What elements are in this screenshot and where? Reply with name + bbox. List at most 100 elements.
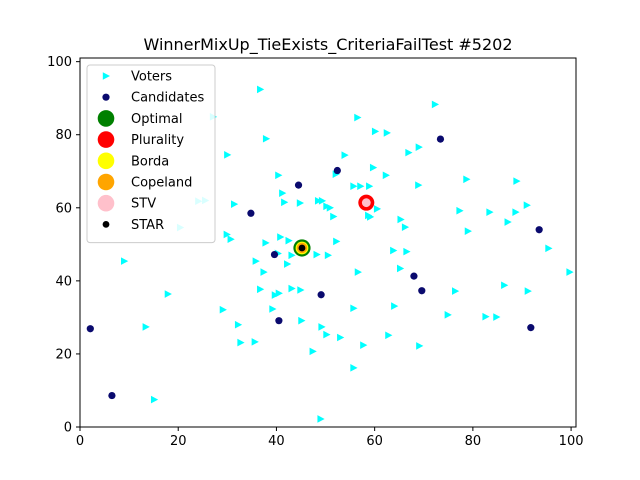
voter-point bbox=[366, 182, 374, 191]
voter-point bbox=[456, 206, 464, 215]
x-tick-label: 60 bbox=[366, 434, 383, 449]
voter-point bbox=[391, 302, 399, 310]
voter-point bbox=[313, 250, 321, 259]
voter-point bbox=[360, 341, 368, 349]
voter-point bbox=[330, 212, 338, 221]
voter-point bbox=[257, 285, 265, 294]
voter-point bbox=[545, 244, 553, 253]
voter-point bbox=[401, 223, 410, 231]
voter-point bbox=[277, 233, 285, 241]
voter-point bbox=[403, 247, 411, 256]
voter-point bbox=[369, 163, 378, 172]
voter-point bbox=[482, 312, 490, 321]
voter-point bbox=[354, 113, 362, 122]
candidate-point bbox=[410, 272, 418, 280]
legend-marker-candidates bbox=[102, 93, 110, 101]
voter-point bbox=[333, 237, 341, 246]
voter-point bbox=[383, 129, 391, 137]
legend-label: STAR bbox=[131, 218, 164, 233]
candidate-point bbox=[527, 324, 535, 332]
voter-point bbox=[314, 197, 323, 205]
voter-point bbox=[405, 148, 413, 157]
legend-marker-voters bbox=[102, 72, 110, 80]
voter-point bbox=[486, 208, 494, 216]
legend-label: Voters bbox=[131, 70, 172, 85]
voter-point bbox=[566, 268, 574, 276]
voter-point bbox=[337, 333, 345, 342]
legend-label: Copeland bbox=[131, 176, 192, 191]
legend-marker-borda bbox=[97, 152, 115, 170]
voter-point bbox=[512, 208, 520, 216]
voter-point bbox=[385, 331, 393, 340]
winner-marker-stv bbox=[361, 198, 371, 208]
voter-point bbox=[150, 395, 159, 404]
voter-point bbox=[367, 213, 375, 221]
y-tick-label: 80 bbox=[55, 128, 72, 143]
candidate-point bbox=[270, 250, 279, 259]
axes-frame bbox=[79, 57, 577, 428]
winner-marker-star bbox=[298, 244, 306, 252]
voter-point bbox=[464, 227, 472, 235]
candidate-point bbox=[535, 226, 543, 234]
chart-title: WinnerMixUp_TieExists_CriteriaFailTest #… bbox=[143, 35, 512, 55]
voter-point bbox=[120, 257, 129, 265]
voter-point bbox=[504, 218, 512, 226]
candidate-point bbox=[108, 391, 116, 400]
y-tick-label: 100 bbox=[47, 55, 72, 70]
voter-point bbox=[324, 251, 332, 260]
voter-point bbox=[317, 415, 325, 423]
voter-point bbox=[275, 171, 283, 180]
voter-point bbox=[223, 230, 231, 239]
axes: 0 20 40 60 80 100 0 20 40 60 80 100 bbox=[47, 55, 583, 449]
voter-point bbox=[382, 171, 390, 180]
voter-point bbox=[523, 201, 531, 210]
voter-point bbox=[142, 323, 150, 331]
voter-point bbox=[219, 305, 227, 314]
voter-point bbox=[224, 151, 232, 159]
voter-point bbox=[390, 246, 398, 255]
voter-point bbox=[279, 189, 287, 197]
legend-label: Borda bbox=[131, 154, 169, 169]
legend-marker-optimal bbox=[97, 110, 115, 127]
voter-point bbox=[444, 311, 452, 319]
voter-point bbox=[463, 175, 471, 184]
voter-point bbox=[262, 239, 270, 247]
voter-point bbox=[285, 236, 293, 245]
candidate-point bbox=[317, 291, 325, 299]
voter-point bbox=[451, 287, 460, 295]
legend-marker-star bbox=[102, 221, 110, 228]
x-tick-label: 100 bbox=[559, 434, 584, 449]
candidate-point bbox=[294, 181, 303, 189]
legend-marker-plurality bbox=[97, 131, 115, 148]
legend: Voters Candidates Optimal Plurality Borda Cop… bbox=[86, 64, 216, 244]
voter-point bbox=[288, 284, 296, 293]
voter-point bbox=[323, 330, 331, 339]
candidate-point bbox=[275, 317, 283, 325]
voter-point bbox=[350, 182, 358, 191]
voter-point bbox=[271, 291, 279, 299]
voter-point bbox=[227, 235, 235, 244]
candidate-point bbox=[247, 209, 255, 217]
legend-label: Candidates bbox=[131, 91, 204, 106]
candidate-point bbox=[436, 135, 445, 143]
candidate-point bbox=[418, 287, 426, 295]
voter-point bbox=[257, 85, 265, 94]
voter-point bbox=[296, 199, 305, 207]
voter-point bbox=[281, 198, 289, 207]
legend-marker-stv bbox=[97, 194, 115, 212]
voter-point bbox=[231, 200, 239, 208]
voter-point bbox=[501, 281, 509, 290]
legend-box bbox=[86, 64, 216, 244]
y-tick-label: 40 bbox=[55, 274, 72, 289]
y-tick-label: 0 bbox=[64, 421, 72, 436]
voter-point bbox=[524, 287, 532, 295]
voter-point bbox=[318, 197, 327, 205]
voter-point bbox=[415, 143, 423, 151]
voter-point bbox=[326, 203, 334, 212]
legend-label: Plurality bbox=[131, 133, 184, 148]
voter-point bbox=[431, 100, 440, 109]
voter-point bbox=[493, 313, 501, 321]
legend-label: Optimal bbox=[131, 112, 182, 127]
voter-point bbox=[251, 338, 259, 346]
voter-point bbox=[260, 268, 268, 276]
